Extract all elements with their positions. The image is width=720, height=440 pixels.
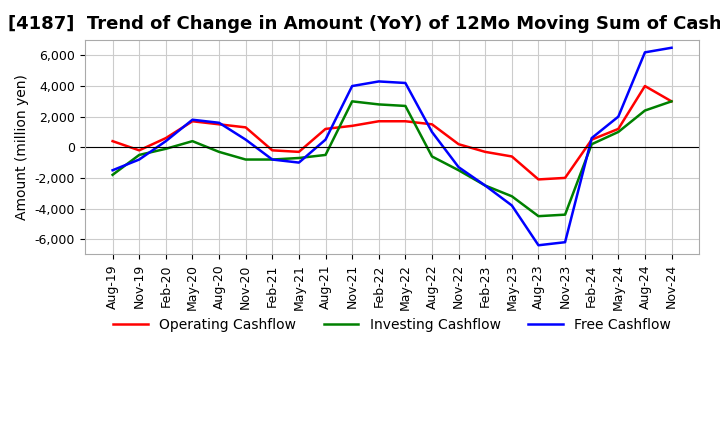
Investing Cashflow	[614, 129, 623, 135]
Investing Cashflow	[215, 149, 223, 154]
Investing Cashflow	[188, 139, 197, 144]
Operating Cashflow	[108, 139, 117, 144]
Free Cashflow	[534, 242, 543, 248]
Investing Cashflow	[508, 194, 516, 199]
Operating Cashflow	[401, 119, 410, 124]
Investing Cashflow	[268, 157, 276, 162]
Investing Cashflow	[454, 168, 463, 173]
Operating Cashflow	[188, 119, 197, 124]
Free Cashflow	[614, 114, 623, 119]
Y-axis label: Amount (million yen): Amount (million yen)	[15, 74, 29, 220]
Investing Cashflow	[401, 103, 410, 109]
Operating Cashflow	[588, 137, 596, 142]
Operating Cashflow	[614, 126, 623, 132]
Free Cashflow	[241, 137, 250, 142]
Operating Cashflow	[481, 149, 490, 154]
Operating Cashflow	[374, 119, 383, 124]
Operating Cashflow	[561, 175, 570, 180]
Investing Cashflow	[348, 99, 356, 104]
Investing Cashflow	[481, 183, 490, 188]
Line: Free Cashflow: Free Cashflow	[112, 48, 672, 245]
Legend: Operating Cashflow, Investing Cashflow, Free Cashflow: Operating Cashflow, Investing Cashflow, …	[107, 312, 677, 337]
Free Cashflow	[481, 183, 490, 188]
Operating Cashflow	[667, 99, 676, 104]
Free Cashflow	[508, 203, 516, 208]
Investing Cashflow	[588, 142, 596, 147]
Free Cashflow	[667, 45, 676, 51]
Free Cashflow	[108, 168, 117, 173]
Operating Cashflow	[161, 136, 170, 141]
Investing Cashflow	[667, 99, 676, 104]
Investing Cashflow	[374, 102, 383, 107]
Investing Cashflow	[561, 212, 570, 217]
Investing Cashflow	[321, 152, 330, 158]
Free Cashflow	[374, 79, 383, 84]
Line: Operating Cashflow: Operating Cashflow	[112, 86, 672, 180]
Free Cashflow	[321, 137, 330, 142]
Operating Cashflow	[508, 154, 516, 159]
Investing Cashflow	[135, 152, 143, 158]
Investing Cashflow	[161, 146, 170, 151]
Free Cashflow	[561, 239, 570, 245]
Line: Investing Cashflow: Investing Cashflow	[112, 101, 672, 216]
Operating Cashflow	[294, 149, 303, 154]
Free Cashflow	[641, 50, 649, 55]
Operating Cashflow	[428, 122, 436, 127]
Investing Cashflow	[641, 108, 649, 113]
Operating Cashflow	[215, 122, 223, 127]
Title: [4187]  Trend of Change in Amount (YoY) of 12Mo Moving Sum of Cashflows: [4187] Trend of Change in Amount (YoY) o…	[9, 15, 720, 33]
Investing Cashflow	[241, 157, 250, 162]
Free Cashflow	[215, 120, 223, 125]
Free Cashflow	[401, 81, 410, 86]
Investing Cashflow	[294, 155, 303, 161]
Operating Cashflow	[348, 123, 356, 128]
Free Cashflow	[294, 160, 303, 165]
Operating Cashflow	[454, 142, 463, 147]
Free Cashflow	[588, 136, 596, 141]
Free Cashflow	[348, 84, 356, 89]
Free Cashflow	[161, 139, 170, 144]
Operating Cashflow	[241, 125, 250, 130]
Operating Cashflow	[135, 148, 143, 153]
Operating Cashflow	[321, 126, 330, 132]
Investing Cashflow	[534, 213, 543, 219]
Operating Cashflow	[641, 84, 649, 89]
Free Cashflow	[428, 129, 436, 135]
Investing Cashflow	[428, 154, 436, 159]
Operating Cashflow	[534, 177, 543, 182]
Investing Cashflow	[108, 172, 117, 177]
Free Cashflow	[454, 165, 463, 170]
Free Cashflow	[135, 157, 143, 162]
Operating Cashflow	[268, 148, 276, 153]
Free Cashflow	[188, 117, 197, 122]
Free Cashflow	[268, 157, 276, 162]
